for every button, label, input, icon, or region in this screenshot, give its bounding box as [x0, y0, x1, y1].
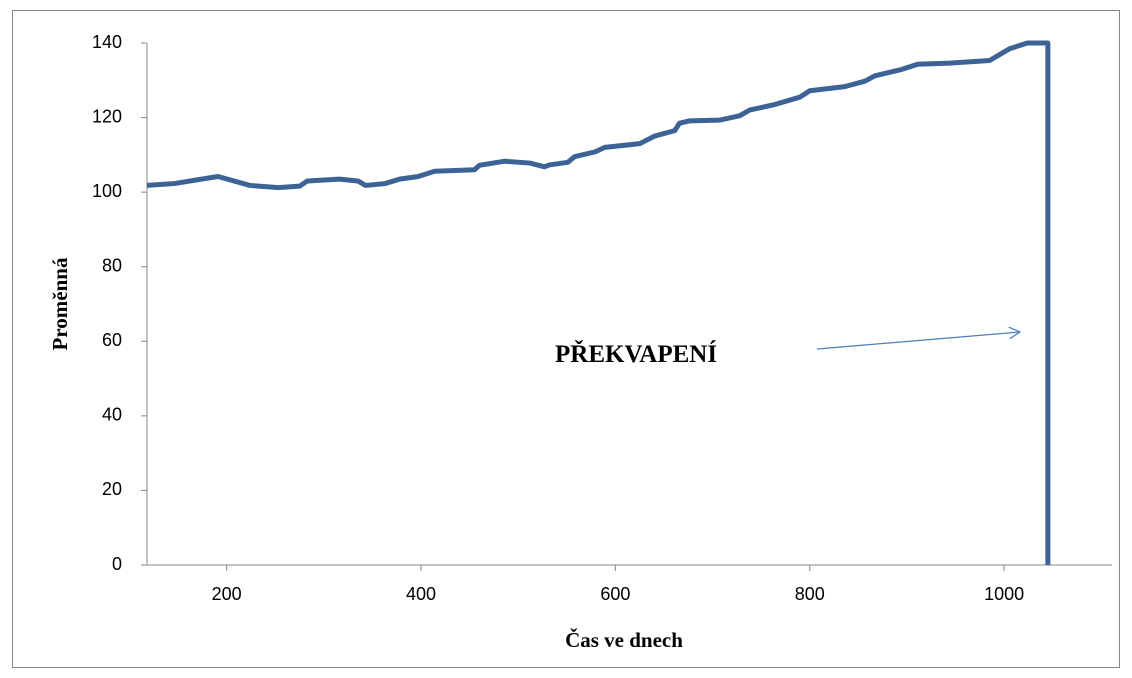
- y-tick-label: 20: [102, 479, 122, 499]
- y-axis-label: Proměnná: [48, 257, 72, 350]
- x-tick-label: 1000: [984, 584, 1024, 604]
- x-tick-label: 600: [600, 584, 630, 604]
- data-line: [146, 40, 1051, 565]
- annotation: PŘEKVAPENÍ: [555, 340, 717, 368]
- x-tick-label: 800: [795, 584, 825, 604]
- x-tick-label: 400: [406, 584, 436, 604]
- y-tick-label: 40: [102, 405, 122, 425]
- y-tick-label: 140: [92, 32, 122, 52]
- x-axis-label: Čas ve dnech: [565, 628, 683, 652]
- chart-frame: [12, 10, 1120, 668]
- y-tick-label: 0: [112, 554, 122, 574]
- y-tick-label: 100: [92, 181, 122, 201]
- y-tick-label: 60: [102, 330, 122, 350]
- y-tick-label: 80: [102, 255, 122, 275]
- x-tick-label: 200: [212, 584, 242, 604]
- y-tick-label: 120: [92, 106, 122, 126]
- annotation-arrow: [816, 332, 1020, 350]
